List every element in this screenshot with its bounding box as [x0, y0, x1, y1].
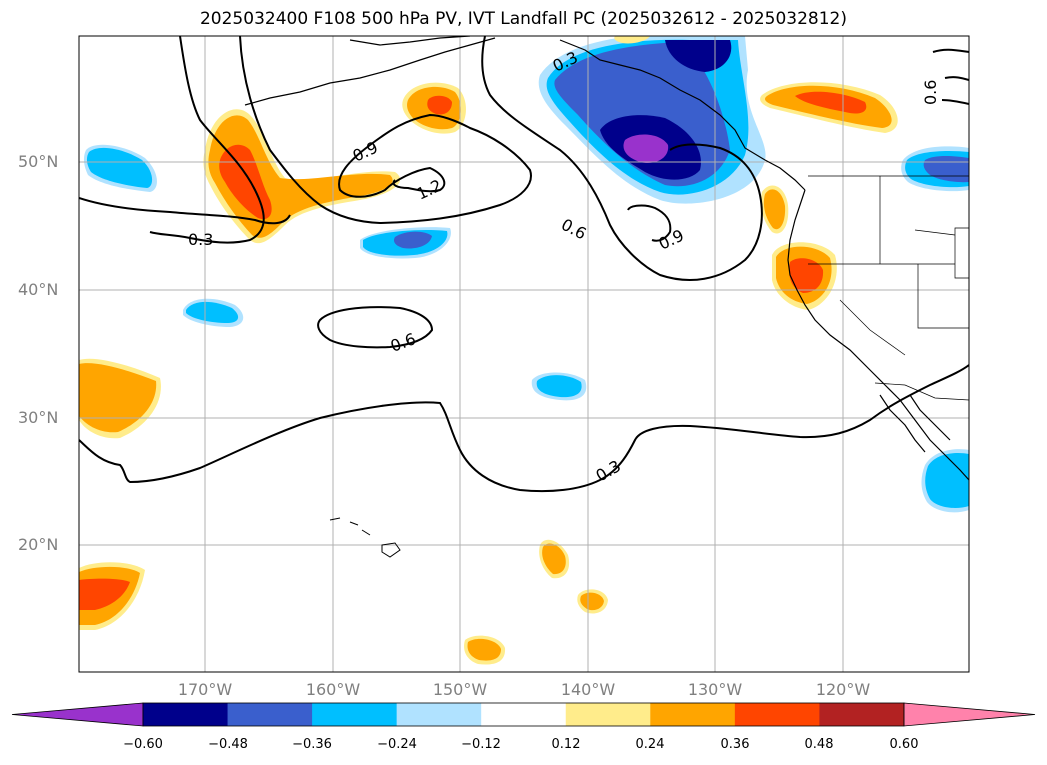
colorbar-tick: −0.24 [377, 737, 417, 752]
contour-label: 0.6 [558, 215, 589, 244]
colorbar-tick: −0.36 [292, 737, 332, 752]
colorbar-segment [565, 703, 651, 726]
colorbar-segment [734, 703, 820, 726]
colorbar-tick: −0.48 [208, 737, 248, 752]
lat-label: 30°N [18, 408, 59, 427]
colorbar-tick: 0.48 [804, 737, 834, 752]
colorbar-segment [396, 703, 482, 726]
lat-label: 40°N [18, 280, 59, 299]
colorbar-tick: 0.12 [551, 737, 581, 752]
lon-label: 140°W [560, 680, 616, 699]
map-title: 2025032400 F108 500 hPa PV, IVT Landfall… [199, 9, 847, 29]
colorbar-extend-min [11, 702, 144, 727]
colorbar-segment [819, 703, 905, 726]
lat-label: 50°N [18, 152, 59, 171]
colorbar-segment [227, 703, 313, 726]
colorbar-segment [650, 703, 736, 726]
colorbar-tick: −0.60 [123, 737, 163, 752]
colorbar-extend-max [903, 702, 1036, 727]
lon-label: 170°W [177, 680, 233, 699]
colorbar-segment [481, 703, 567, 726]
filled-anomalies [79, 36, 969, 665]
lon-label: 130°W [687, 680, 743, 699]
contour-label: 0.6 [921, 80, 940, 105]
contour-label: 0.3 [188, 230, 213, 249]
colorbar-tick: −0.12 [461, 737, 501, 752]
lat-label: 20°N [18, 535, 59, 554]
colorbar-segment [143, 703, 229, 726]
colorbar-tick: 0.36 [720, 737, 750, 752]
contour-label: 1.2 [414, 176, 445, 204]
colorbar-tick: 0.24 [635, 737, 665, 752]
lon-label: 160°W [305, 680, 361, 699]
pv-contours [79, 36, 969, 493]
colorbar-tick: 0.60 [889, 737, 919, 752]
hawaii-islands [329, 517, 401, 558]
borders [808, 175, 969, 401]
lon-label: 150°W [432, 680, 488, 699]
colorbar-frame [142, 702, 905, 727]
colorbar [11, 702, 1036, 727]
coastlines [244, 36, 969, 481]
lon-label: 120°W [815, 680, 871, 699]
plot-frame [78, 35, 970, 673]
contour-label: 0.9 [350, 138, 381, 166]
colorbar-segment [312, 703, 398, 726]
contour-label: 0.9 [656, 226, 687, 254]
contour-label: 0.6 [388, 329, 418, 356]
